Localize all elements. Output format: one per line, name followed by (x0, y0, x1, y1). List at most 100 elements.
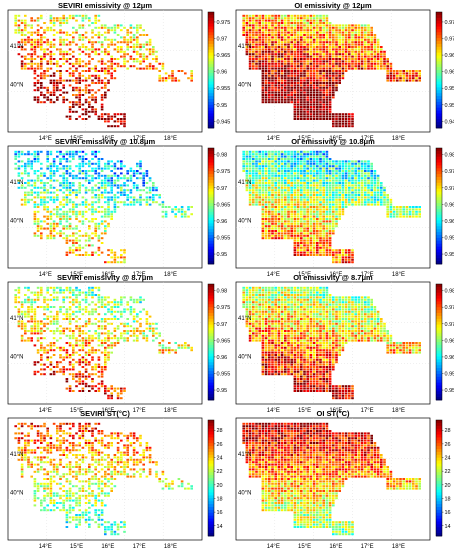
data-cell (107, 72, 110, 75)
data-cell (123, 60, 126, 63)
data-cell (258, 177, 261, 180)
data-cell (190, 77, 193, 80)
data-cell (357, 31, 361, 34)
data-cell (59, 218, 62, 220)
data-cell (316, 222, 319, 225)
data-cell (268, 237, 271, 240)
data-cell (132, 50, 136, 53)
colorbar-tick-label: 0.95 (445, 103, 454, 109)
data-cell (40, 232, 43, 235)
colorbar-segment (208, 197, 214, 201)
data-cell (271, 38, 274, 41)
data-cell (287, 70, 290, 72)
data-cell (274, 29, 277, 32)
data-cell (351, 24, 354, 27)
x-tick-label: 17°E (133, 136, 146, 142)
data-cell (392, 74, 396, 77)
data-cell (65, 34, 69, 36)
data-cell (94, 77, 97, 80)
data-cell (104, 306, 107, 308)
data-cell (306, 41, 309, 44)
data-cell (322, 155, 325, 158)
data-cell (296, 43, 300, 46)
data-cell (78, 79, 81, 82)
data-cell (386, 194, 389, 196)
data-cell (325, 208, 329, 211)
data-cell (277, 53, 281, 56)
data-cell (274, 186, 277, 189)
data-cell (312, 17, 316, 20)
data-cell (354, 189, 357, 192)
data-cell (332, 218, 335, 220)
data-cell (399, 210, 402, 213)
data-cell (20, 65, 24, 68)
data-cell (49, 19, 53, 22)
data-cell (344, 167, 348, 170)
data-cell (271, 225, 274, 228)
data-cell (271, 155, 274, 158)
data-cell (274, 196, 277, 199)
data-cell (62, 43, 65, 46)
data-cell (116, 179, 120, 182)
data-cell (43, 58, 46, 60)
data-cell (75, 296, 78, 299)
data-cell (357, 162, 361, 165)
data-cell (40, 225, 43, 228)
data-cell (351, 191, 354, 194)
data-cell (332, 206, 335, 208)
data-cell (325, 155, 329, 158)
data-cell (357, 174, 361, 177)
data-cell (341, 29, 345, 32)
data-cell (280, 194, 284, 196)
data-cell (139, 203, 142, 206)
data-cell (255, 158, 258, 160)
data-cell (303, 26, 306, 29)
colorbar-segment (436, 29, 442, 33)
data-cell (264, 194, 268, 196)
colorbar-segment (436, 78, 442, 82)
data-cell (338, 254, 341, 256)
data-cell (293, 222, 297, 225)
colorbar-segment (208, 156, 214, 160)
data-cell (274, 160, 277, 163)
data-cell (351, 172, 354, 175)
data-cell (293, 155, 297, 158)
data-cell (348, 162, 351, 165)
data-cell (43, 298, 46, 301)
data-cell (120, 36, 123, 39)
data-cell (296, 162, 300, 165)
data-cell (284, 206, 287, 208)
data-cell (296, 184, 300, 187)
data-cell (68, 172, 72, 175)
data-cell (27, 24, 30, 27)
data-cell (261, 155, 265, 158)
data-cell (280, 89, 284, 92)
data-cell (405, 70, 409, 72)
colorbar-segment (436, 119, 442, 123)
data-cell (277, 177, 281, 180)
data-cell (354, 196, 357, 199)
data-cell (245, 182, 249, 184)
data-cell (248, 48, 252, 51)
data-cell (258, 203, 261, 206)
data-cell (100, 108, 104, 111)
data-cell (126, 179, 129, 182)
data-cell (62, 84, 65, 87)
data-cell (322, 196, 325, 199)
data-cell (344, 67, 348, 70)
y-tick-label: 40°N (10, 82, 23, 88)
data-cell (354, 67, 357, 70)
data-cell (300, 201, 303, 204)
data-cell (59, 291, 62, 294)
data-cell (84, 79, 88, 82)
data-cell (84, 17, 88, 20)
data-cell (123, 201, 126, 204)
data-cell (94, 96, 97, 99)
data-cell (113, 194, 117, 196)
data-cell (145, 55, 149, 58)
data-cell (116, 256, 120, 259)
data-cell (348, 194, 351, 196)
data-cell (97, 177, 101, 180)
data-cell (306, 53, 309, 56)
data-cell (40, 14, 43, 17)
